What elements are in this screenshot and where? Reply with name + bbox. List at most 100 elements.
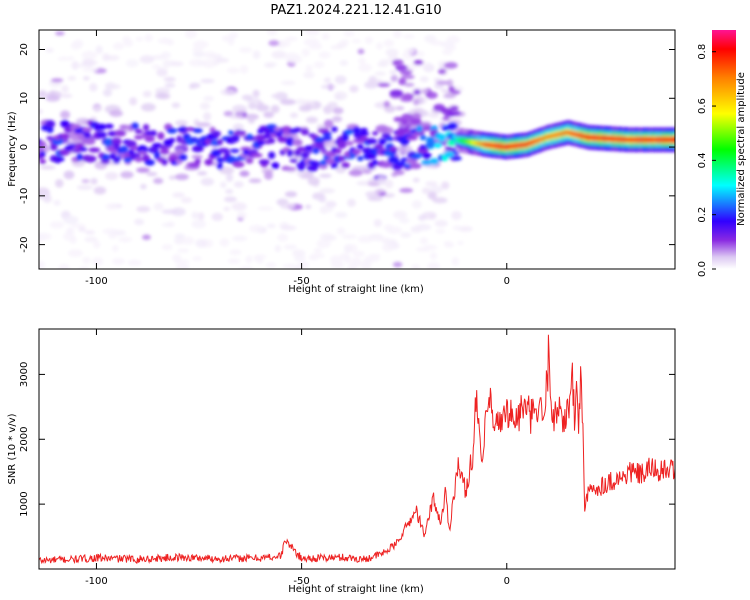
- snr-y-ticks: 1000 2000 3000: [19, 362, 675, 517]
- heatmap-blob: [391, 172, 398, 177]
- heatmap-blob: [365, 191, 380, 197]
- heatmap-blob: [139, 55, 155, 64]
- heatmap-blob: [297, 165, 305, 172]
- heatmap-blob: [192, 40, 209, 49]
- heatmap-blob: [280, 202, 296, 210]
- heatmap-blob: [189, 137, 199, 142]
- heatmap-blob: [296, 171, 305, 177]
- heatmap-blob: [142, 90, 152, 98]
- heatmap-blob: [316, 239, 331, 249]
- heatmap-blob: [292, 138, 303, 147]
- heatmap-blob: [360, 127, 368, 133]
- heatmap-blob: [245, 157, 254, 164]
- heatmap-blob: [415, 223, 432, 231]
- heatmap-blob: [383, 100, 391, 108]
- heatmap-blob: [432, 197, 448, 204]
- heatmap-blob: [384, 179, 394, 189]
- heatmap-blob: [342, 134, 349, 142]
- heatmap-blob: [386, 226, 402, 235]
- heatmap-blob: [191, 154, 203, 159]
- heatmap-blob: [335, 166, 346, 174]
- heatmap-blob: [421, 88, 429, 94]
- heatmap-blob: [357, 48, 365, 55]
- heatmap-blob: [83, 130, 91, 139]
- heatmap-blob: [188, 162, 201, 168]
- heatmap-blob: [137, 145, 148, 153]
- heatmap-blob: [380, 126, 394, 135]
- heatmap-blob: [57, 56, 71, 61]
- snr-panel: -100 -50 0 1000 2000 3000 Height of straight…: [7, 328, 676, 595]
- heatmap-blob: [166, 127, 178, 134]
- heatmap-blob: [319, 160, 328, 166]
- heatmap-blob: [284, 191, 298, 198]
- heatmap-blob: [266, 30, 278, 36]
- heatmap-blob: [156, 68, 168, 77]
- heatmap-blob: [317, 128, 330, 134]
- heatmap-blob: [257, 129, 264, 134]
- heatmap-blob: [79, 146, 88, 152]
- heatmap-blob: [161, 222, 174, 227]
- heatmap-blob: [335, 211, 348, 218]
- heatmap-blob: [266, 223, 276, 229]
- heatmap-blob: [374, 71, 387, 76]
- heatmap-blob: [399, 188, 414, 193]
- heatmap-blob: [228, 32, 239, 39]
- heatmap-blob: [389, 70, 397, 75]
- heatmap-blob: [238, 130, 246, 135]
- heatmap-blob: [119, 145, 129, 154]
- heatmap-blob: [311, 160, 321, 169]
- heatmap-y-label: Frequency (Hz): [7, 111, 18, 187]
- heatmap-blob: [242, 149, 249, 156]
- heatmap-blob: [429, 40, 443, 46]
- heatmap-blob: [68, 56, 75, 61]
- heatmap-blob: [281, 166, 297, 171]
- heatmap-blob: [247, 116, 256, 124]
- heatmap-blob: [356, 181, 372, 186]
- heatmap-blob: [93, 240, 101, 249]
- heatmap-blob: [412, 107, 425, 115]
- heatmap-blob: [195, 238, 208, 248]
- heatmap-blob: [252, 89, 260, 98]
- colorbar: 0.0 0.2 0.4 0.6 0.8 Normalized spectral ampl…: [697, 30, 747, 277]
- heatmap-blob: [40, 165, 56, 170]
- snr-series-line: [39, 334, 675, 565]
- heatmap-blob: [232, 161, 245, 168]
- heatmap-blob: [76, 184, 93, 191]
- heatmap-blob: [392, 59, 404, 65]
- heatmap-blob: [223, 110, 234, 117]
- heatmap-blob: [357, 155, 364, 162]
- heatmap-blob: [203, 51, 217, 59]
- heatmap-blob: [280, 225, 297, 231]
- heatmap-blob: [180, 197, 192, 204]
- heatmap-blob: [237, 211, 247, 219]
- heatmap-blob: [304, 103, 313, 111]
- heatmap-blob: [271, 50, 287, 59]
- heatmap-blob: [255, 140, 266, 146]
- heatmap-blob: [108, 230, 118, 240]
- heatmap-blob: [258, 159, 270, 165]
- heatmap-blob: [81, 50, 98, 60]
- heatmap-blob: [233, 181, 244, 188]
- heatmap-blob: [450, 89, 461, 95]
- heatmap-blob: [322, 131, 332, 137]
- heatmap-blob: [300, 152, 310, 159]
- colorbar-tick-label: 0.0: [697, 261, 708, 277]
- heatmap-blob: [263, 62, 276, 68]
- heatmap-blob: [232, 104, 247, 114]
- heatmap-blob: [84, 236, 98, 243]
- y-tick-label: 10: [19, 92, 30, 105]
- heatmap-blob: [329, 255, 343, 264]
- heatmap-blob: [241, 94, 253, 101]
- heatmap-blob: [171, 102, 181, 109]
- heatmap-blob: [239, 47, 252, 54]
- heatmap-blob: [286, 149, 294, 157]
- heatmap-blob: [248, 178, 262, 183]
- heatmap-blob: [60, 93, 73, 98]
- heatmap-blob: [251, 153, 263, 158]
- heatmap-blob: [211, 212, 223, 222]
- heatmap-blob: [134, 135, 144, 140]
- heatmap-blob: [323, 119, 334, 129]
- heatmap-blob: [352, 126, 361, 135]
- heatmap-blob: [63, 170, 75, 180]
- heatmap-blob: [257, 206, 274, 211]
